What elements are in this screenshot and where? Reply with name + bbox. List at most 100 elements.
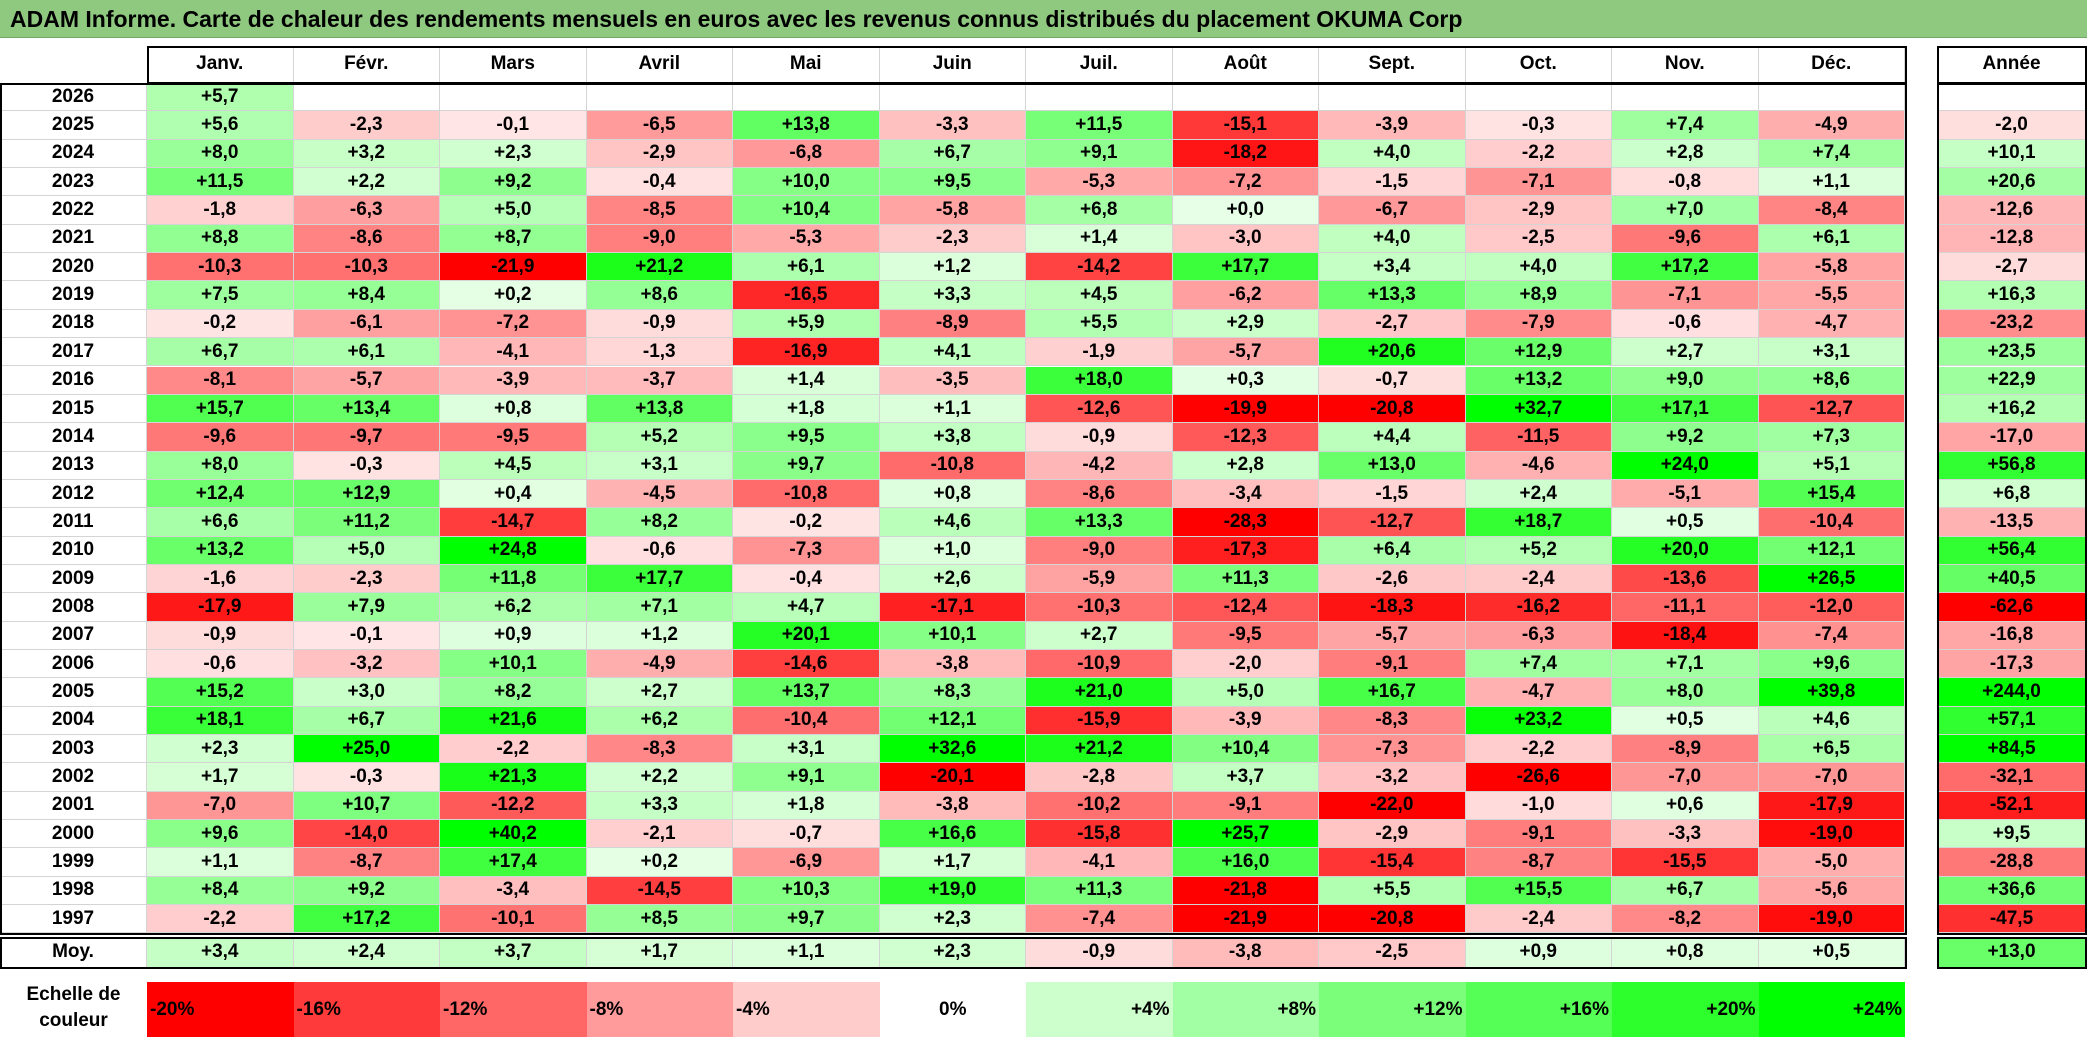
annual-2000: +9,5 [1937, 820, 2087, 849]
cell-2023-5: +10,0 [733, 168, 880, 197]
cell-2018-7: +5,5 [1026, 309, 1173, 339]
cell-2025-6: -3,3 [879, 111, 1026, 140]
year-label-2014: 2014 [0, 423, 147, 452]
cell-2004-2: +6,7 [293, 706, 440, 736]
cell-2016-1: -8,1 [147, 366, 294, 395]
cell-2023-1: +11,5 [147, 168, 294, 197]
cell-2021-11: -9,6 [1612, 224, 1759, 254]
cell-1997-4: +8,5 [586, 905, 733, 934]
annual-2001: -52,1 [1937, 791, 2087, 821]
cell-2013-8: +2,8 [1172, 451, 1319, 480]
cell-2000-9: -2,9 [1319, 820, 1466, 849]
month-header-12: Déc. [1758, 46, 1905, 83]
cell-2026-10 [1465, 83, 1612, 112]
cell-2005-5: +13,7 [733, 678, 880, 707]
cell-1999-12: -5,0 [1758, 848, 1905, 877]
color-scale-label-text: Echelle de couleur [26, 984, 121, 1031]
cell-2003-8: +10,4 [1172, 735, 1319, 764]
cell-2002-8: +3,7 [1172, 763, 1319, 792]
year-label-2001: 2001 [0, 791, 147, 821]
average-annual: +13,0 [1937, 937, 2087, 968]
cell-2017-4: -1,3 [586, 338, 733, 367]
cell-2022-3: +5,0 [440, 196, 587, 225]
annual-2019: +16,3 [1937, 281, 2087, 310]
cell-1997-6: +2,3 [879, 905, 1026, 934]
cell-2002-3: +21,3 [440, 763, 587, 792]
cell-2000-1: +9,6 [147, 820, 294, 849]
cell-2002-5: +9,1 [733, 763, 880, 792]
annual-2018: -23,2 [1937, 309, 2087, 339]
cell-2008-8: -12,4 [1172, 593, 1319, 622]
cell-2011-4: +8,2 [586, 508, 733, 537]
cell-2024-10: -2,2 [1465, 139, 1612, 169]
cell-2016-12: +8,6 [1758, 366, 1905, 395]
cell-2015-11: +17,1 [1612, 394, 1759, 424]
cell-2000-3: +40,2 [440, 820, 587, 849]
cell-2010-2: +5,0 [293, 536, 440, 565]
cell-2016-3: -3,9 [440, 366, 587, 395]
cell-2017-11: +2,7 [1612, 338, 1759, 367]
cell-2024-6: +6,7 [879, 139, 1026, 169]
cell-2025-12: -4,9 [1758, 111, 1905, 140]
cell-2003-7: +21,2 [1026, 735, 1173, 764]
cell-2009-2: -2,3 [293, 564, 440, 594]
cell-2010-12: +12,1 [1758, 536, 1905, 565]
cell-2007-7: +2,7 [1026, 621, 1173, 650]
cell-2019-2: +8,4 [293, 281, 440, 310]
cell-2023-2: +2,2 [293, 168, 440, 197]
year-label-2019: 2019 [0, 281, 147, 310]
cell-2022-11: +7,0 [1612, 196, 1759, 225]
cell-2011-5: -0,2 [733, 508, 880, 537]
cell-2012-8: -3,4 [1172, 479, 1319, 509]
cell-2008-2: +7,9 [293, 593, 440, 622]
cell-2021-10: -2,5 [1465, 224, 1612, 254]
cell-2017-6: +4,1 [879, 338, 1026, 367]
cell-1999-1: +1,1 [147, 848, 294, 877]
cell-2026-5 [733, 83, 880, 112]
cell-2005-3: +8,2 [440, 678, 587, 707]
year-label-2021: 2021 [0, 224, 147, 254]
cell-2001-7: -10,2 [1026, 791, 1173, 821]
cell-2020-10: +4,0 [1465, 253, 1612, 282]
annual-2011: -13,5 [1937, 508, 2087, 537]
cell-2007-4: +1,2 [586, 621, 733, 650]
cell-2014-11: +9,2 [1612, 423, 1759, 452]
cell-2007-10: -6,3 [1465, 621, 1612, 650]
cell-2015-1: +15,7 [147, 394, 294, 424]
cell-2009-11: -13,6 [1612, 564, 1759, 594]
cell-2022-2: -6,3 [293, 196, 440, 225]
cell-2021-1: +8,8 [147, 224, 294, 254]
cell-2010-4: -0,6 [586, 536, 733, 565]
cell-2003-9: -7,3 [1319, 735, 1466, 764]
cell-2006-12: +9,6 [1758, 650, 1905, 679]
cell-2005-4: +2,7 [586, 678, 733, 707]
cell-2023-4: -0,4 [586, 168, 733, 197]
year-label-2016: 2016 [0, 366, 147, 395]
cell-1997-5: +9,7 [733, 905, 880, 934]
annual-1999: -28,8 [1937, 848, 2087, 877]
cell-2002-2: -0,3 [293, 763, 440, 792]
cell-2008-6: -17,1 [879, 593, 1026, 622]
cell-2018-3: -7,2 [440, 309, 587, 339]
scale-step-1: -20% [147, 982, 294, 1037]
cell-2001-9: -22,0 [1319, 791, 1466, 821]
cell-2004-6: +12,1 [879, 706, 1026, 736]
cell-2007-3: +0,9 [440, 621, 587, 650]
cell-2023-6: +9,5 [879, 168, 1026, 197]
cell-2023-11: -0,8 [1612, 168, 1759, 197]
cell-1997-3: -10,1 [440, 905, 587, 934]
cell-2020-1: -10,3 [147, 253, 294, 282]
color-scale-label: Echelle de couleur [0, 982, 147, 1037]
cell-2000-11: -3,3 [1612, 820, 1759, 849]
cell-2013-7: -4,2 [1026, 451, 1173, 480]
cell-2012-1: +12,4 [147, 479, 294, 509]
cell-2010-8: -17,3 [1172, 536, 1319, 565]
cell-2010-5: -7,3 [733, 536, 880, 565]
cell-2019-8: -6,2 [1172, 281, 1319, 310]
year-label-2011: 2011 [0, 508, 147, 537]
cell-2018-8: +2,9 [1172, 309, 1319, 339]
cell-2012-7: -8,6 [1026, 479, 1173, 509]
cell-2008-9: -18,3 [1319, 593, 1466, 622]
chart-title: ADAM Informe. Carte de chaleur des rende… [10, 6, 1463, 32]
cell-2014-9: +4,4 [1319, 423, 1466, 452]
